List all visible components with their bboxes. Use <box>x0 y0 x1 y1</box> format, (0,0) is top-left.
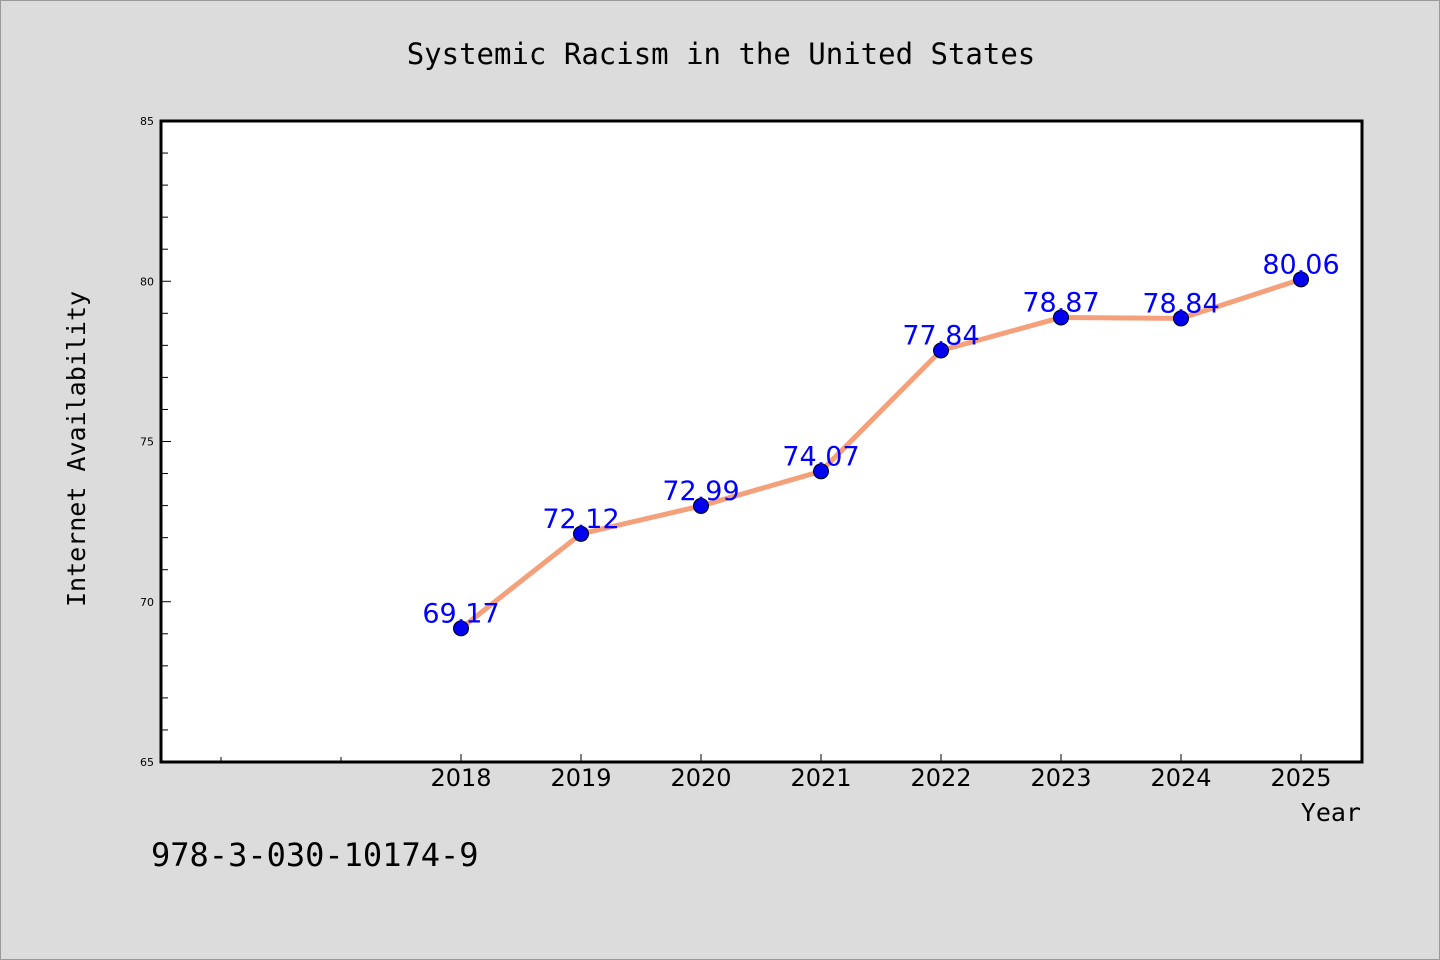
data-point <box>573 525 589 542</box>
data-point <box>453 620 469 637</box>
y-tick-label: 70 <box>140 596 154 609</box>
data-point <box>1053 309 1069 326</box>
data-label: 78.87 <box>1022 287 1099 318</box>
data-point <box>813 463 829 480</box>
data-label: 69.17 <box>422 598 499 629</box>
data-point <box>693 497 709 514</box>
data-label: 74.07 <box>782 441 859 472</box>
x-tick-label: 2019 <box>550 764 611 792</box>
x-tick-label: 2021 <box>790 764 851 792</box>
y-tick-label: 80 <box>140 275 154 288</box>
x-tick-label: 2025 <box>1270 764 1331 792</box>
y-tick-label: 85 <box>140 115 154 128</box>
y-tick-label: 75 <box>140 436 154 449</box>
footer-isbn: 978-3-030-10174-9 <box>151 836 479 874</box>
x-tick-label: 2023 <box>1030 764 1091 792</box>
x-tick-labels: 2018 2019 2020 2021 2022 2023 2024 2025 <box>430 764 1331 792</box>
chart-title: Systemic Racism in the United States <box>407 37 1036 71</box>
data-label: 78.84 <box>1142 288 1219 319</box>
x-tick-label: 2018 <box>430 764 491 792</box>
plot-area <box>161 121 1362 762</box>
y-axis-label: Internet Availability <box>62 291 91 607</box>
x-tick-label: 2024 <box>1150 764 1211 792</box>
data-label: 80.06 <box>1262 249 1339 280</box>
plot-frame <box>159 119 1364 764</box>
x-tick-label: 2022 <box>910 764 971 792</box>
y-tick-labels: 65 70 75 80 85 <box>140 115 154 769</box>
x-axis-label: Year <box>1301 798 1361 827</box>
data-point <box>1173 310 1189 327</box>
data-labels: 69.17 72.12 72.99 74.07 77.84 78.87 78.84 80.06 <box>422 249 1339 629</box>
series-markers <box>453 271 1309 637</box>
series-line <box>458 276 1304 631</box>
data-label: 77.84 <box>902 320 979 351</box>
data-label: 72.99 <box>662 476 739 507</box>
data-point <box>1293 271 1309 288</box>
data-point <box>933 342 949 359</box>
x-tick-label: 2020 <box>670 764 731 792</box>
y-tick-label: 65 <box>140 756 154 769</box>
data-label: 72.12 <box>542 504 619 535</box>
